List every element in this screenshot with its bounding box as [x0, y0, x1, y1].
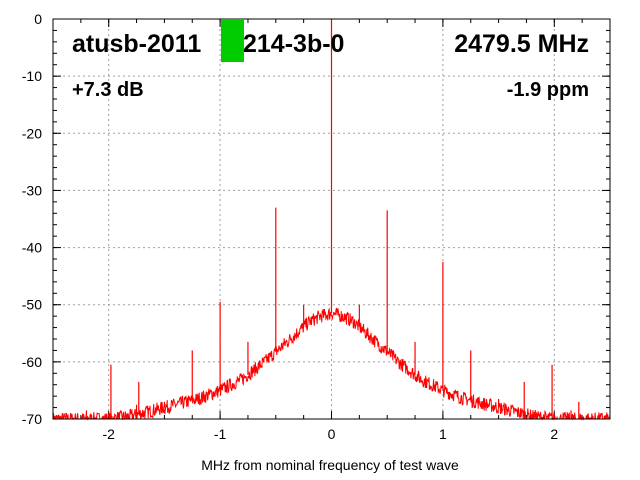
y-tick-label: -40 [22, 240, 42, 256]
ppm-offset-label: -1.9 ppm [507, 79, 589, 101]
plot-frame [52, 18, 611, 420]
x-tick-label: -1 [214, 426, 227, 442]
y-tick-label: -10 [22, 68, 42, 84]
plot-area [52, 19, 611, 421]
x-tick-label: 0 [328, 426, 336, 442]
x-tick-label: 1 [439, 426, 447, 442]
x-tick-label: 2 [550, 426, 558, 442]
status-marker [221, 19, 244, 62]
tick-labels: -2 -1 0 1 20-10-20-30-40-50-60-70 [22, 11, 559, 442]
y-tick-label: -20 [22, 125, 42, 141]
y-tick-label: -70 [22, 411, 42, 427]
device-suffix-label: 214-3b-0 [243, 30, 344, 58]
x-tick-label: -2 [102, 426, 115, 442]
device-name-label: atusb-2011 [72, 30, 201, 58]
y-tick-label: 0 [34, 11, 42, 27]
noise-floor-trace [52, 307, 611, 421]
tick-marks [52, 18, 611, 420]
x-axis-label: MHz from nominal frequency of test wave [201, 457, 459, 473]
y-tick-label: -60 [22, 354, 42, 370]
y-tick-label: -50 [22, 297, 42, 313]
frequency-label: 2479.5 MHz [454, 30, 589, 58]
gain-label: +7.3 dB [72, 79, 144, 101]
y-tick-label: -30 [22, 182, 42, 198]
